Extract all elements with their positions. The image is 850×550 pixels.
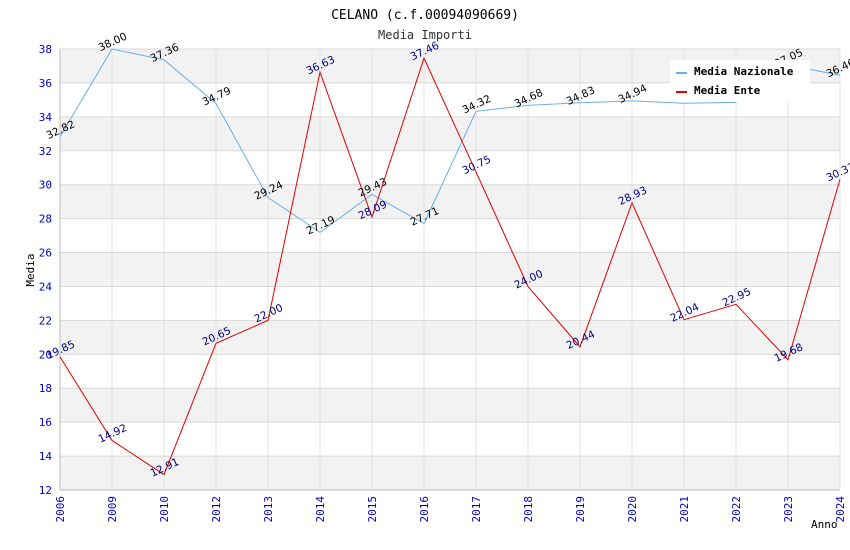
grid-band	[60, 456, 840, 490]
x-tick-label: 2015	[366, 496, 379, 523]
x-tick-label: 2006	[54, 496, 67, 523]
x-tick-label: 2010	[158, 496, 171, 523]
y-tick-label: 20	[39, 348, 52, 361]
y-tick-label: 26	[39, 247, 52, 260]
grid-band	[60, 116, 840, 151]
series-lines	[59, 48, 841, 476]
y-tick-label: 38	[39, 43, 52, 56]
grid-band	[60, 252, 840, 287]
data-label-nazionale: 34.32	[461, 93, 493, 117]
y-tick-label: 36	[39, 77, 52, 90]
legend: Media Nazionale Media Ente	[670, 60, 810, 102]
legend-label-ente: Media Ente	[694, 84, 761, 97]
chart-subtitle: Media Importi	[378, 28, 472, 42]
y-tick-label: 34	[39, 111, 53, 124]
grid-band	[60, 388, 840, 423]
x-tick-labels: 2006 2009 2010 2012 2013 2014 2015 2016 2017 2018…	[54, 496, 847, 523]
y-tick-label: 14	[39, 450, 53, 463]
x-tick-label: 2009	[106, 496, 119, 523]
series-line-nazionale	[59, 48, 841, 233]
data-label-ente: 14.92	[97, 422, 129, 446]
x-axis-label: Anno	[811, 518, 838, 531]
x-tick-label: 2018	[522, 496, 535, 523]
y-tick-label: 24	[39, 280, 53, 293]
data-label-ente: 22.95	[721, 286, 753, 310]
grid-band	[60, 184, 840, 219]
x-tick-label: 2013	[262, 496, 275, 523]
x-tick-label: 2024	[834, 496, 847, 523]
x-tick-label: 2022	[730, 496, 743, 523]
x-tick-label: 2019	[574, 496, 587, 523]
legend-label-nazionale: Media Nazionale	[694, 65, 794, 78]
y-tick-labels: 12 14 16 18 20 22 24 26 28 30 32 34 36 38	[39, 43, 53, 497]
grid-bands	[60, 49, 840, 490]
y-tick-label: 30	[39, 179, 52, 192]
y-tick-label: 32	[39, 145, 52, 158]
series-line-ente	[59, 56, 841, 476]
chart-title: CELANO (c.f.00094090669)	[331, 8, 519, 23]
x-tick-label: 2023	[782, 496, 795, 523]
data-label-nazionale: 34.83	[565, 84, 597, 108]
legend-box	[670, 60, 810, 102]
y-tick-label: 18	[39, 382, 52, 395]
axes	[59, 49, 840, 491]
y-axis-label: Media	[24, 253, 37, 286]
x-tick-label: 2016	[418, 496, 431, 523]
x-tick-label: 2017	[470, 496, 483, 523]
x-tick-label: 2020	[626, 496, 639, 523]
y-tick-label: 28	[39, 213, 52, 226]
data-label-ente: 30.33	[825, 161, 850, 185]
data-label-nazionale: 34.68	[513, 87, 545, 111]
grid-band	[60, 320, 840, 355]
x-tick-label: 2021	[678, 496, 691, 523]
x-tick-label: 2012	[210, 496, 223, 523]
y-tick-label: 12	[39, 484, 52, 497]
data-label-nazionale: 34.94	[617, 82, 650, 106]
x-tick-label: 2014	[314, 496, 327, 523]
y-tick-label: 16	[39, 416, 52, 429]
y-tick-label: 22	[39, 314, 52, 327]
